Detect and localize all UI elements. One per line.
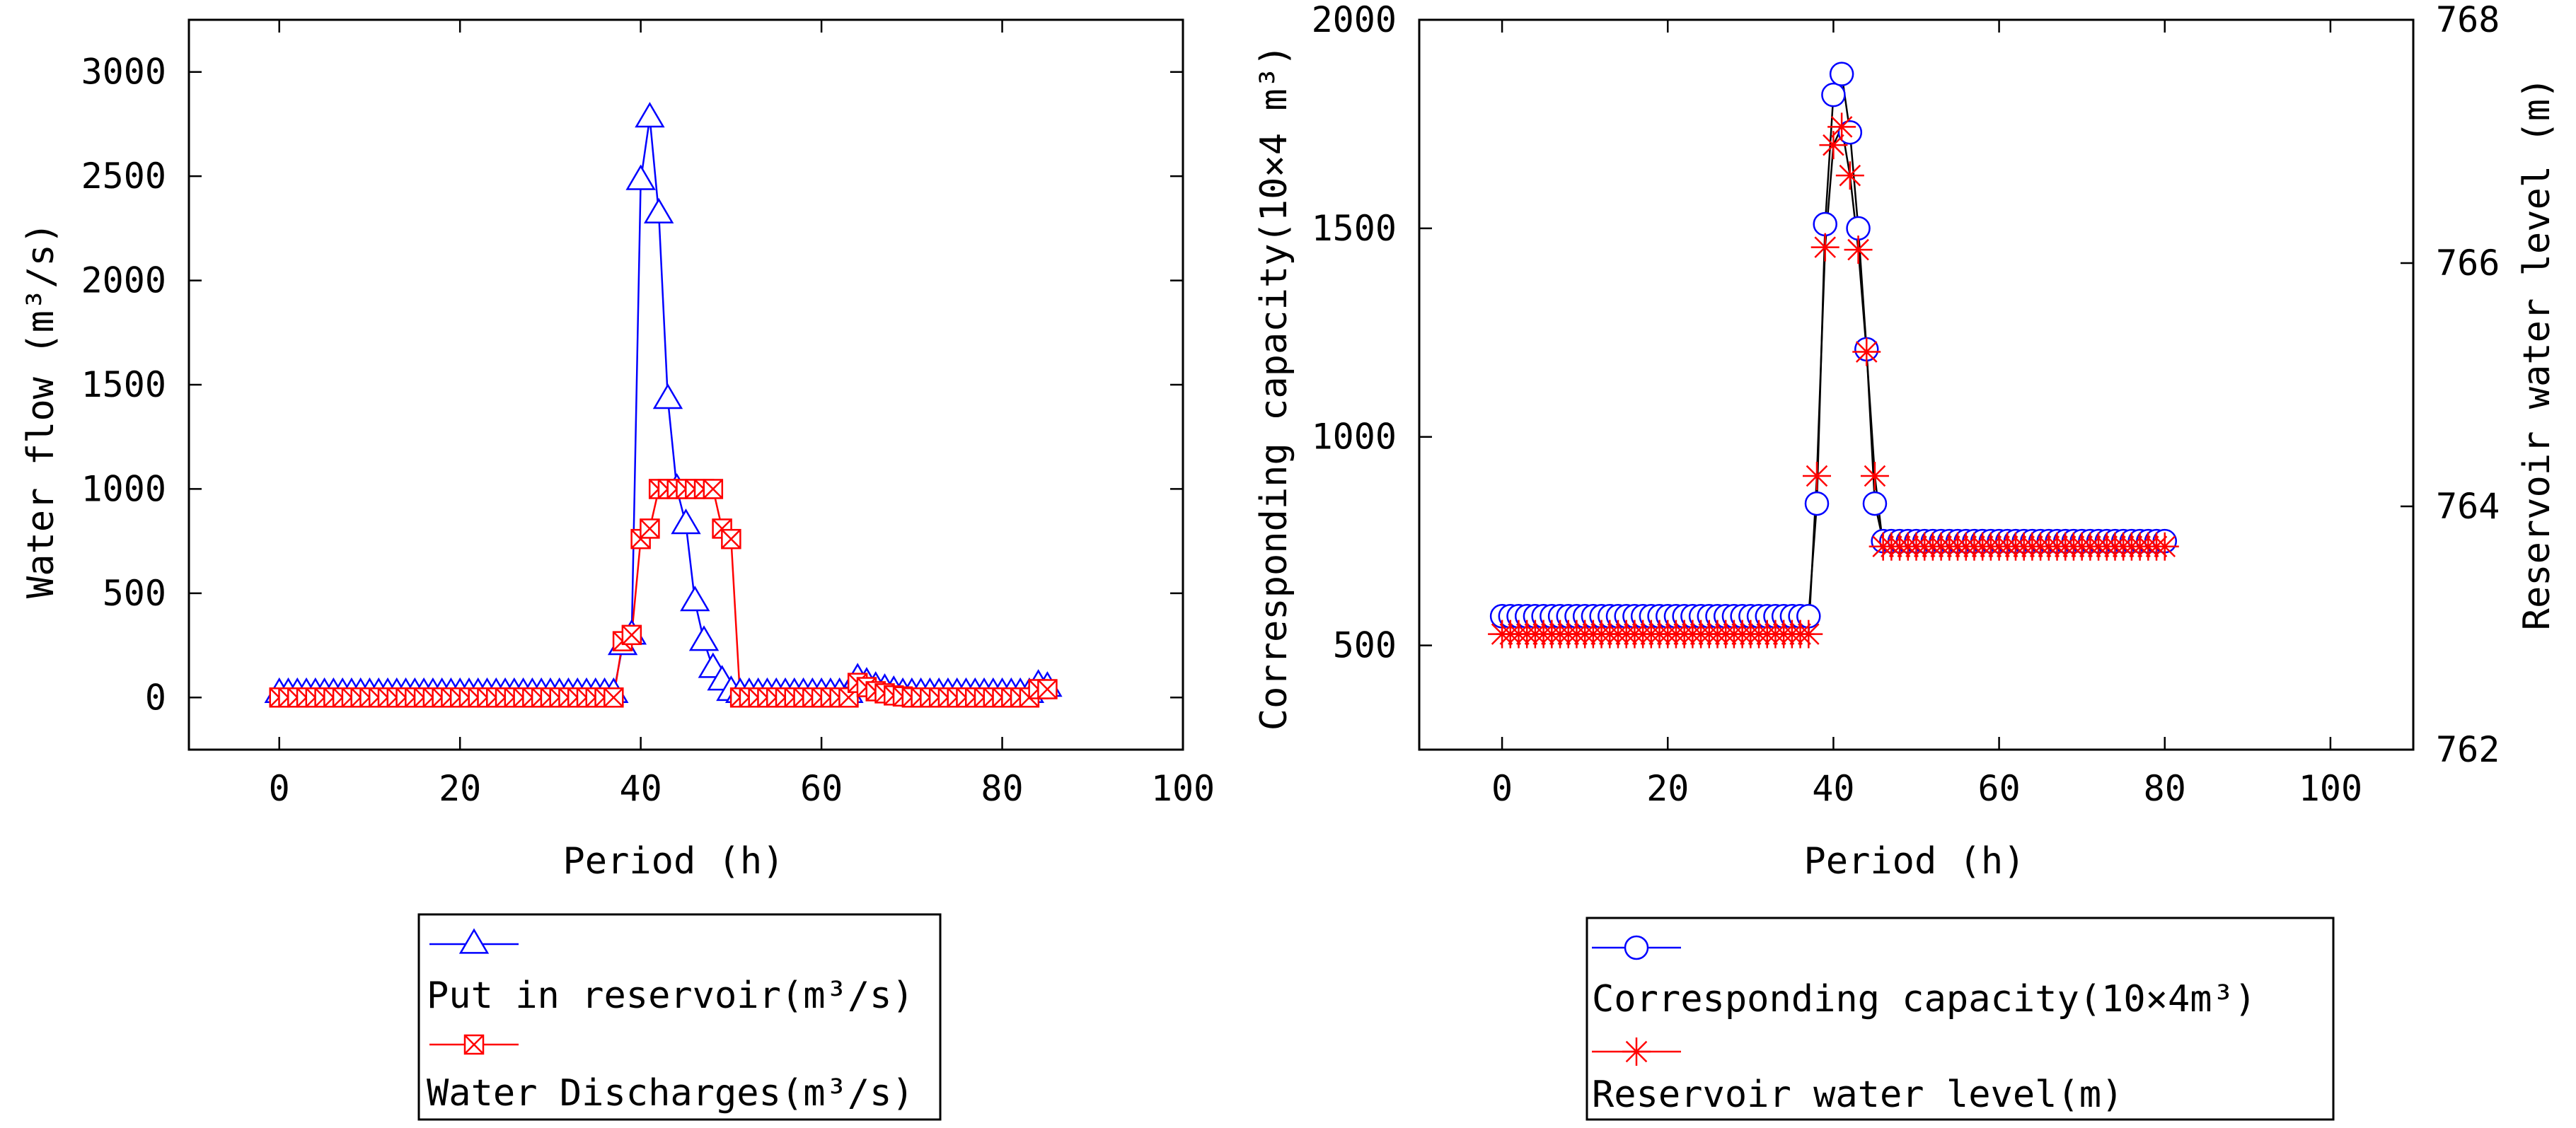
y-tick-label: 1500 [1312,208,1397,249]
x-tick-label: 0 [269,768,290,809]
data-point-s1 [1852,337,1881,366]
triangle-marker-icon [458,928,490,954]
y-tick-label: 1500 [81,364,166,405]
capacity-level-chart: 0 20 40 60 80 100500100015002000762764766768 … [1253,0,2558,1121]
square-x-marker-icon [463,1034,485,1055]
data-point-s0 [652,383,683,409]
x-tick-label: 40 [1812,768,1854,809]
y2-tick-label: 768 [2436,0,2500,40]
legend-entry-capacity [1592,935,1681,960]
y-tick-label: 2500 [81,156,166,197]
x-tick-label: 80 [2144,768,2186,809]
data-point-s1 [1827,112,1856,141]
x-tick-label: 0 [1491,768,1513,809]
plot-frame [1418,18,2415,751]
legend-box [417,913,942,1121]
legend-label-inflow: Put in reservoir(m³/s) [427,975,914,1017]
x-tick-label: 60 [800,768,843,809]
y2-axis-label: Reservoir water level (m) [2516,77,2558,631]
legend: Corresponding capacity(10×4m³) Reservoir… [1586,917,2335,1121]
data-point-s1 [1844,236,1873,264]
circle-marker-icon [1624,935,1649,960]
x-tick-label: 80 [981,768,1023,809]
data-point-s0 [680,586,710,612]
x-axis-label: Period (h) [562,840,784,883]
data-point-s1 [621,624,642,646]
data-point-s1 [603,687,624,708]
data-point-s1 [640,518,660,539]
data-point-s1 [1803,462,1831,490]
data-point-s1 [1037,679,1058,699]
legend-entry-discharge [429,1034,519,1055]
series-group [264,102,1063,708]
data-point-s0 [1804,491,1830,516]
data-point-s0 [1821,82,1846,107]
data-point-s0 [1862,491,1888,516]
x-tick-label: 20 [439,768,481,809]
y-axis-label: Corresponding capacity(10×4 m³) [1253,45,1295,731]
data-point-s1 [703,479,724,499]
data-point-s1 [1794,620,1823,649]
data-point-s0 [643,197,674,223]
x-tick-label: 100 [1151,768,1215,809]
data-point-s0 [635,102,665,128]
y-tick-label: 2000 [1312,0,1397,40]
data-point-s1 [1810,233,1839,262]
y-tick-label: 1000 [1312,417,1397,458]
x-tick-label: 100 [2299,768,2362,809]
legend-entry-inflow [429,928,519,954]
series-group [1488,62,2179,649]
data-point-s0 [625,164,656,190]
data-point-s0 [1813,211,1837,237]
legend-label-discharge: Water Discharges(m³/s) [427,1072,914,1115]
x-tick-label: 40 [620,768,662,809]
data-point-s1 [721,528,741,550]
data-point-s0 [671,508,701,535]
plot-frame [187,18,1184,751]
legend-entry-level [1592,1037,1681,1066]
y2-tick-label: 764 [2436,486,2500,527]
y2-tick-label: 766 [2436,243,2500,284]
data-point-s1 [1860,462,1889,490]
legend-label-capacity: Corresponding capacity(10×4m³) [1592,978,2256,1021]
legend: Put in reservoir(m³/s) Water Discharges(… [417,913,942,1121]
x-tick-label: 60 [1977,768,2020,809]
series-line-1 [279,488,1048,699]
x-axis-label: Period (h) [1803,840,2025,883]
y-tick-label: 1000 [81,468,166,509]
data-point-s1 [2150,532,2179,561]
y-axis-label: Water flow (m³/s) [20,222,62,598]
y-tick-label: 0 [145,677,166,718]
y-tick-label: 500 [1333,625,1397,666]
tick-group: 0 20 40 60 80 100 500 1000 1500 2000 762 764 766 768 [1312,0,2500,809]
y2-tick-label: 762 [2436,729,2500,770]
star-marker-icon [1622,1037,1651,1066]
legend-label-level: Reservoir water level(m) [1592,1074,2123,1116]
y-tick-label: 3000 [81,52,166,93]
data-point-s0 [1829,62,1854,86]
data-point-s1 [1835,161,1864,190]
y-tick-label: 2000 [81,260,166,301]
legend-box [1586,917,2335,1121]
x-tick-label: 20 [1646,768,1689,809]
data-point-s0 [688,625,720,651]
y-tick-label: 500 [103,573,166,614]
